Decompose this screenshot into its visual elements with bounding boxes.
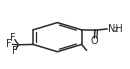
Text: F: F (6, 39, 12, 49)
Text: NH: NH (108, 24, 122, 34)
Text: O: O (91, 36, 99, 46)
Text: 2: 2 (114, 27, 118, 33)
Text: F: F (10, 33, 15, 43)
Text: F: F (12, 46, 18, 56)
